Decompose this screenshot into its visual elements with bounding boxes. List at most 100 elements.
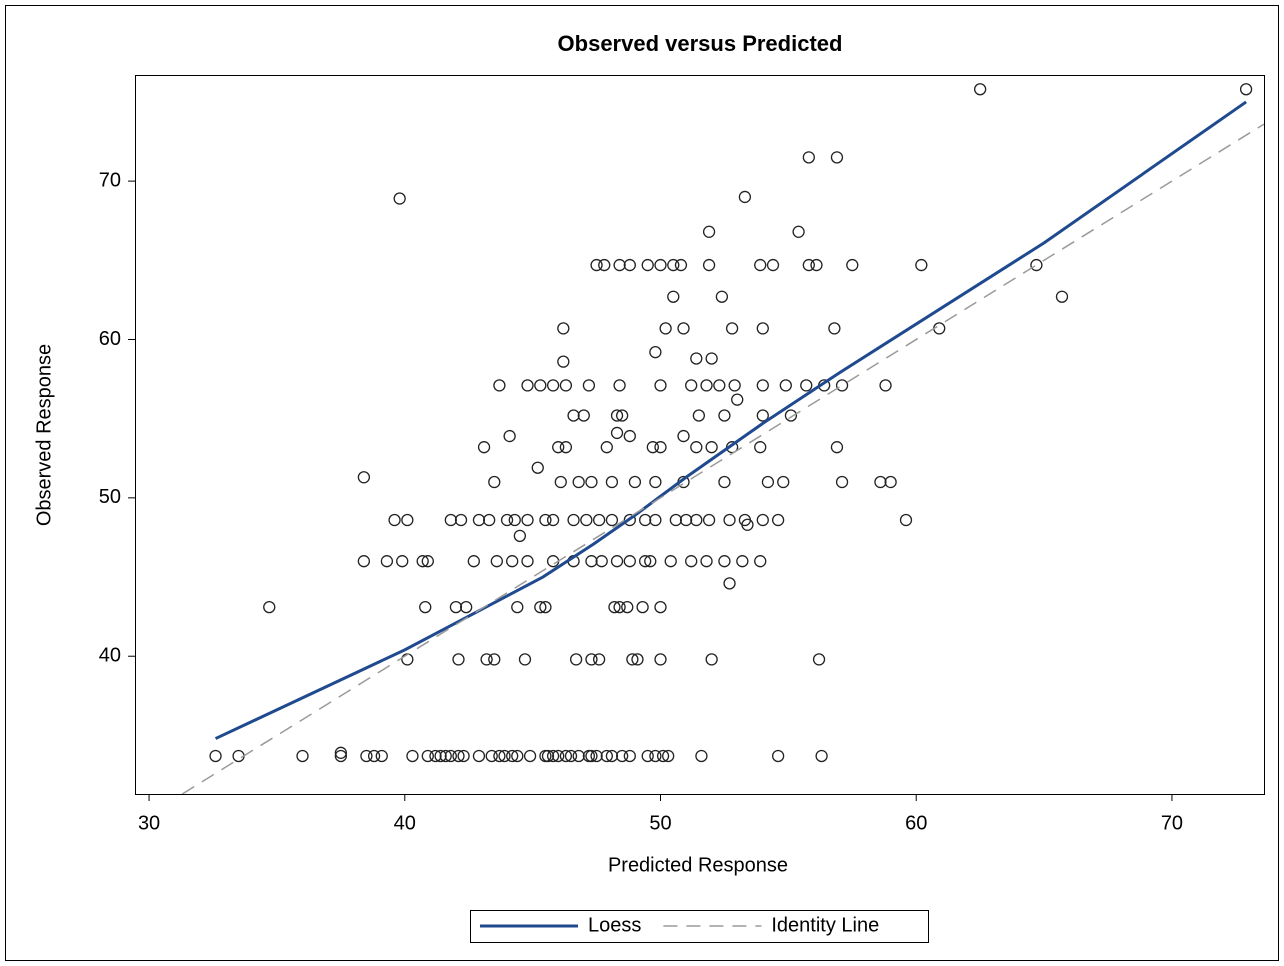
- data-point: [884, 475, 897, 489]
- data-point: [667, 290, 680, 303]
- data-point: [631, 653, 644, 666]
- data-point: [454, 513, 468, 527]
- data-point: [723, 513, 736, 527]
- data-point: [564, 749, 578, 763]
- data-point: [452, 653, 465, 666]
- data-point: [557, 322, 570, 335]
- data-point: [457, 749, 470, 763]
- data-point: [472, 513, 486, 527]
- data-point: [511, 600, 524, 614]
- data-point: [615, 409, 629, 422]
- data-point: [380, 555, 394, 568]
- data-point: [605, 749, 619, 763]
- data-point: [641, 258, 654, 272]
- data-point: [572, 475, 585, 489]
- data-point: [521, 379, 534, 392]
- data-point: [810, 258, 823, 272]
- data-point: [623, 258, 636, 272]
- data-point: [639, 555, 652, 568]
- data-point: [585, 653, 598, 666]
- x-tick-label: 60: [905, 812, 927, 834]
- data-point: [557, 355, 570, 368]
- data-point: [656, 749, 670, 763]
- data-point: [654, 653, 667, 666]
- data-point: [401, 653, 414, 666]
- data-point: [477, 441, 491, 454]
- data-point: [209, 749, 222, 763]
- data-point: [577, 409, 590, 422]
- data-point: [705, 441, 718, 454]
- data-point: [679, 513, 693, 527]
- data-point: [467, 555, 480, 568]
- data-point: [439, 749, 452, 763]
- data-point: [705, 653, 718, 666]
- data-point: [756, 379, 769, 392]
- data-point: [641, 749, 654, 763]
- legend-label: Identity Line: [771, 914, 879, 936]
- data-point: [1239, 83, 1253, 96]
- data-point: [800, 379, 813, 392]
- data-point: [460, 600, 473, 614]
- data-point: [741, 518, 754, 531]
- data-point: [444, 513, 457, 527]
- data-point: [595, 555, 608, 568]
- data-point: [572, 749, 585, 763]
- data-point: [802, 151, 815, 164]
- data-point: [334, 746, 348, 759]
- data-point: [518, 653, 532, 666]
- data-point: [493, 749, 506, 763]
- data-point: [659, 322, 672, 335]
- data-point: [654, 258, 667, 272]
- data-point: [674, 258, 688, 272]
- data-point: [546, 379, 560, 392]
- data-point: [483, 513, 496, 527]
- chart-title: Observed versus Predicted: [558, 31, 843, 56]
- data-point: [388, 513, 401, 527]
- data-point: [792, 225, 805, 238]
- data-point: [779, 379, 792, 392]
- data-point: [567, 513, 580, 527]
- data-point: [639, 513, 652, 527]
- data-point: [546, 513, 560, 527]
- y-tick-label: 70: [99, 169, 121, 191]
- data-point: [754, 441, 767, 454]
- x-tick-label: 70: [1161, 812, 1183, 834]
- data-point: [600, 749, 613, 763]
- data-point: [360, 749, 373, 763]
- y-tick-label: 40: [99, 644, 121, 666]
- data-point: [531, 461, 544, 474]
- data-point: [396, 555, 409, 568]
- data-point: [534, 379, 547, 392]
- data-point: [613, 600, 626, 614]
- data-point: [472, 749, 486, 763]
- x-axis-label: Predicted Response: [608, 854, 788, 876]
- data-point: [357, 555, 371, 568]
- data-point: [598, 258, 611, 272]
- data-point: [421, 555, 434, 568]
- data-point: [705, 352, 718, 365]
- data-point: [623, 429, 636, 443]
- data-point: [649, 749, 662, 763]
- data-point: [534, 600, 547, 614]
- data-point: [846, 258, 859, 272]
- data-point: [702, 513, 716, 527]
- data-point: [449, 600, 463, 614]
- data-point: [488, 653, 501, 666]
- data-point: [610, 555, 624, 568]
- data-point: [754, 555, 767, 568]
- x-tick-label: 30: [138, 812, 160, 834]
- data-point: [690, 352, 703, 365]
- data-point: [667, 258, 680, 272]
- data-point: [628, 475, 642, 489]
- data-point: [677, 322, 690, 335]
- data-point: [974, 83, 987, 96]
- data-point: [899, 513, 913, 527]
- data-point: [828, 322, 841, 335]
- fit-line: [214, 100, 1247, 740]
- y-axis-label: Observed Response: [33, 344, 55, 526]
- data-point: [334, 749, 348, 763]
- data-point: [715, 290, 729, 303]
- data-point: [654, 379, 667, 392]
- data-point: [559, 441, 573, 454]
- data-point: [357, 471, 371, 484]
